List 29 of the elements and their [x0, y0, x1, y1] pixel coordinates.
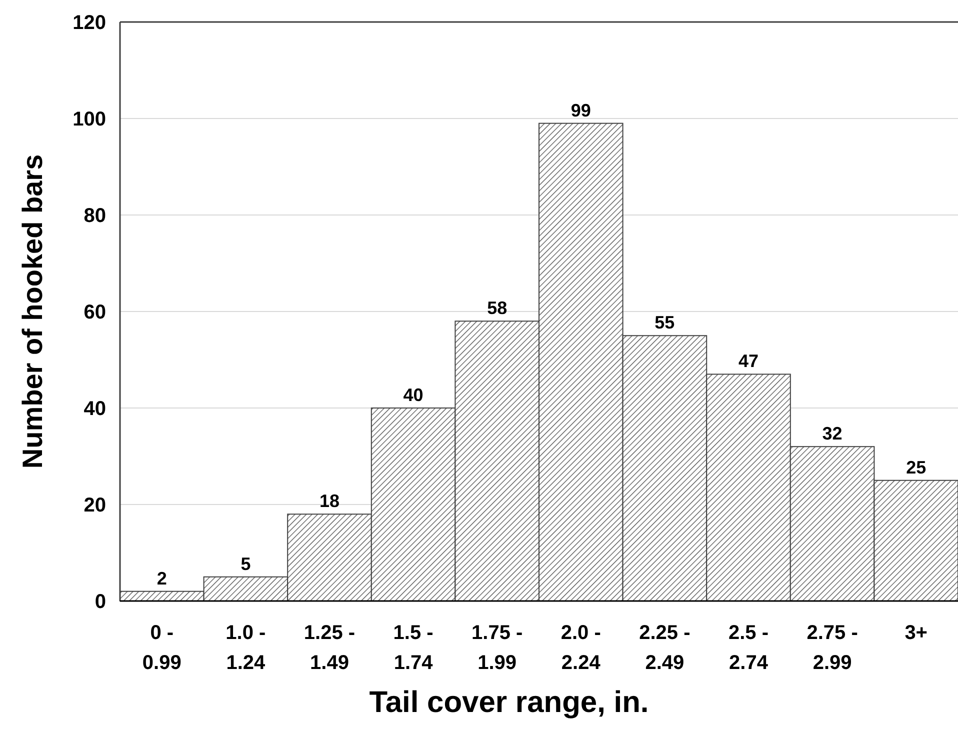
y-tick-label: 100 — [72, 108, 106, 130]
y-tick-label: 40 — [84, 398, 106, 420]
data-label: 25 — [906, 457, 926, 478]
x-tick-label: 2.0 - 2.24 — [560, 622, 602, 674]
y-tick-label: 0 — [94, 591, 106, 613]
x-tick-label: 3+ — [904, 622, 928, 644]
x-tick-label: 2.25 - 2.49 — [639, 622, 690, 674]
data-label: 55 — [654, 312, 675, 333]
x-tick-label: 2.75 - 2.99 — [806, 622, 858, 674]
data-label: 40 — [403, 385, 424, 405]
x-tick-label: 1.0 - 1.24 — [226, 622, 266, 674]
y-axis-title: Number of hooked bars — [17, 154, 48, 469]
y-tick-label: 60 — [84, 302, 106, 324]
y-tick-label: 80 — [84, 205, 106, 227]
data-label: 18 — [319, 491, 340, 512]
x-tick-label: 1.25 - 1.49 — [304, 622, 356, 674]
data-label: 58 — [487, 298, 508, 318]
data-label: 32 — [822, 424, 842, 444]
data-label: 99 — [570, 100, 591, 120]
y-tick-label: 20 — [84, 494, 106, 516]
x-axis-title: Tail cover range, in. — [369, 686, 649, 719]
y-tick-label: 120 — [72, 12, 106, 34]
x-tick-label: 2.5 - 2.74 — [728, 622, 769, 674]
data-label: 2 — [156, 568, 167, 588]
x-tick-label: 0 - 0.99 — [142, 622, 182, 674]
data-label: 5 — [240, 554, 251, 574]
x-tick-label: 1.5 - 1.74 — [393, 622, 434, 674]
data-label: 47 — [738, 351, 759, 372]
x-tick-label: 1.75 - 1.99 — [472, 622, 523, 674]
